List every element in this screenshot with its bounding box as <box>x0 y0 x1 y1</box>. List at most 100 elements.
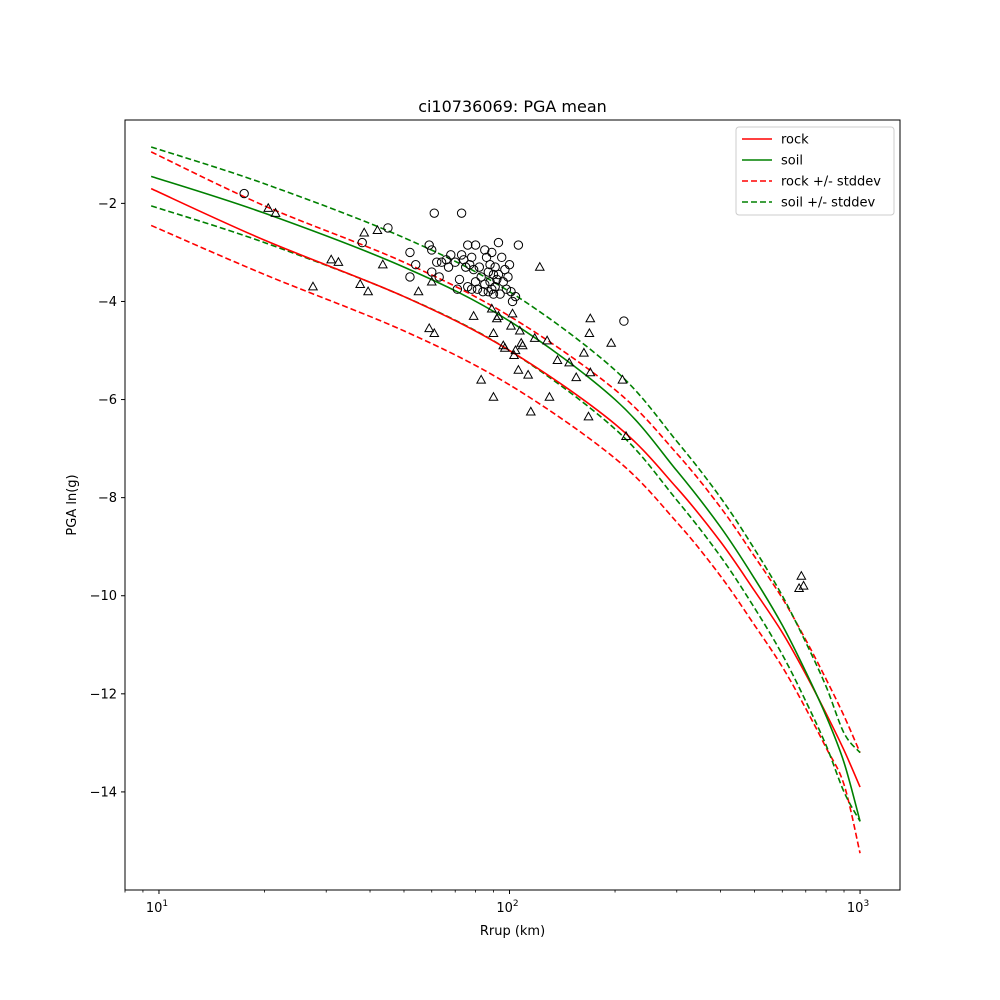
data-point-circle <box>487 247 497 258</box>
data-point-circle <box>427 267 437 277</box>
data-point-triangle <box>488 391 499 401</box>
data-point-triangle <box>552 354 563 364</box>
data-point-triangle <box>534 261 545 271</box>
data-point-triangle <box>476 374 487 384</box>
data-point-circle <box>510 291 521 302</box>
data-point-circle <box>483 267 494 277</box>
data-point-triangle <box>578 347 590 357</box>
data-point-triangle <box>525 406 536 416</box>
data-point-circle <box>357 237 367 248</box>
data-point-triangle <box>333 256 344 266</box>
data-point-triangle <box>606 337 617 347</box>
data-point-circle <box>478 286 488 297</box>
data-point-triangle <box>571 371 582 382</box>
data-point-triangle <box>468 310 479 320</box>
y-axis-ticks: −2 −4 −6 −8 −10 −12 −14 <box>90 197 125 800</box>
legend-label: soil +/- stddev <box>781 196 876 211</box>
y-tick-label: −14 <box>90 785 117 800</box>
data-point-circle <box>454 274 465 285</box>
data-point-circle <box>504 259 515 270</box>
data-point-circle <box>480 245 490 255</box>
data-point-circle <box>443 262 454 272</box>
data-point-circle <box>495 289 505 299</box>
y-tick-label: −6 <box>98 393 117 408</box>
data-point-circle <box>487 284 497 294</box>
mean-lines <box>150 175 861 822</box>
data-point-circle <box>450 257 460 267</box>
data-point-triangle <box>355 278 366 288</box>
data-point-circle <box>476 272 486 282</box>
data-point-triangle <box>585 367 596 377</box>
data-point-circle <box>474 262 485 272</box>
data-point-triangle <box>522 369 534 379</box>
data-point-circle <box>485 259 495 270</box>
data-point-triangle <box>510 344 521 355</box>
data-point-triangle <box>620 430 632 440</box>
data-point-circle <box>405 272 415 282</box>
y-tick-label: −2 <box>98 197 117 212</box>
data-point-circle <box>472 284 483 294</box>
data-point-circle <box>501 284 512 294</box>
y-tick-label: −8 <box>98 491 117 506</box>
x-axis-label: Rrup (km) <box>480 924 545 939</box>
data-point-circle <box>468 264 479 275</box>
data-point-triangle <box>359 227 370 237</box>
data-point-circle <box>513 240 524 250</box>
data-point-circle <box>493 237 504 248</box>
data-point-triangle <box>529 332 540 342</box>
data-point-circle <box>383 223 393 233</box>
data-point-circle <box>466 252 477 263</box>
data-point-triangle <box>796 570 807 580</box>
data-point-triangle <box>514 325 525 335</box>
chart-title: ci10736069: PGA mean <box>418 97 607 116</box>
data-point-triangle <box>505 320 517 330</box>
data-point-triangle <box>564 357 575 367</box>
data-point-triangle <box>270 207 281 217</box>
data-point-circle <box>429 208 439 218</box>
y-axis-label: PGA ln(g) <box>65 474 80 535</box>
data-point-circle <box>452 284 463 294</box>
data-point-circle <box>427 245 437 255</box>
data-point-circle <box>503 272 513 282</box>
data-point-circle <box>497 252 507 263</box>
data-point-triangle <box>583 411 594 421</box>
data-point-circle <box>239 188 249 199</box>
data-point-circle <box>405 247 415 258</box>
series-line-soil-stddev-lower <box>150 205 861 822</box>
data-point-circle <box>470 240 481 250</box>
data-point-circle <box>434 272 444 282</box>
data-point-triangle <box>798 580 809 590</box>
data-point-triangle <box>307 281 319 291</box>
data-point-circle <box>490 282 500 292</box>
data-point-circle <box>492 274 502 285</box>
y-tick-label: −10 <box>90 589 117 604</box>
data-point-triangle <box>486 303 497 313</box>
data-point-circle <box>619 316 629 326</box>
legend: rock soil rock +/- stddev soil +/- stddev <box>735 126 895 216</box>
data-point-triangle <box>513 364 524 374</box>
data-point-circle <box>488 269 499 280</box>
data-point-circle <box>480 279 490 289</box>
data-point-circle <box>411 259 421 270</box>
data-point-circle <box>456 208 467 218</box>
data-point-circle <box>432 257 442 267</box>
data-point-triangle <box>585 313 596 323</box>
data-point-triangle <box>263 202 274 212</box>
data-point-triangle <box>544 391 555 401</box>
y-tick-label: −4 <box>98 295 117 310</box>
data-point-triangle <box>793 582 805 593</box>
data-point-triangle <box>617 374 628 384</box>
data-point-triangle <box>326 254 337 264</box>
data-point-triangle <box>507 308 518 318</box>
data-point-circle <box>488 289 499 299</box>
y-tick-label: −12 <box>90 687 117 702</box>
data-point-triangle <box>493 310 504 320</box>
data-point-triangle <box>413 286 424 296</box>
legend-label: rock +/- stddev <box>781 175 881 190</box>
data-point-triangle <box>517 340 528 350</box>
data-point-circle <box>470 277 481 287</box>
data-point-circle <box>424 240 434 250</box>
data-point-triangle <box>499 342 511 352</box>
data-point-triangle <box>426 276 437 286</box>
